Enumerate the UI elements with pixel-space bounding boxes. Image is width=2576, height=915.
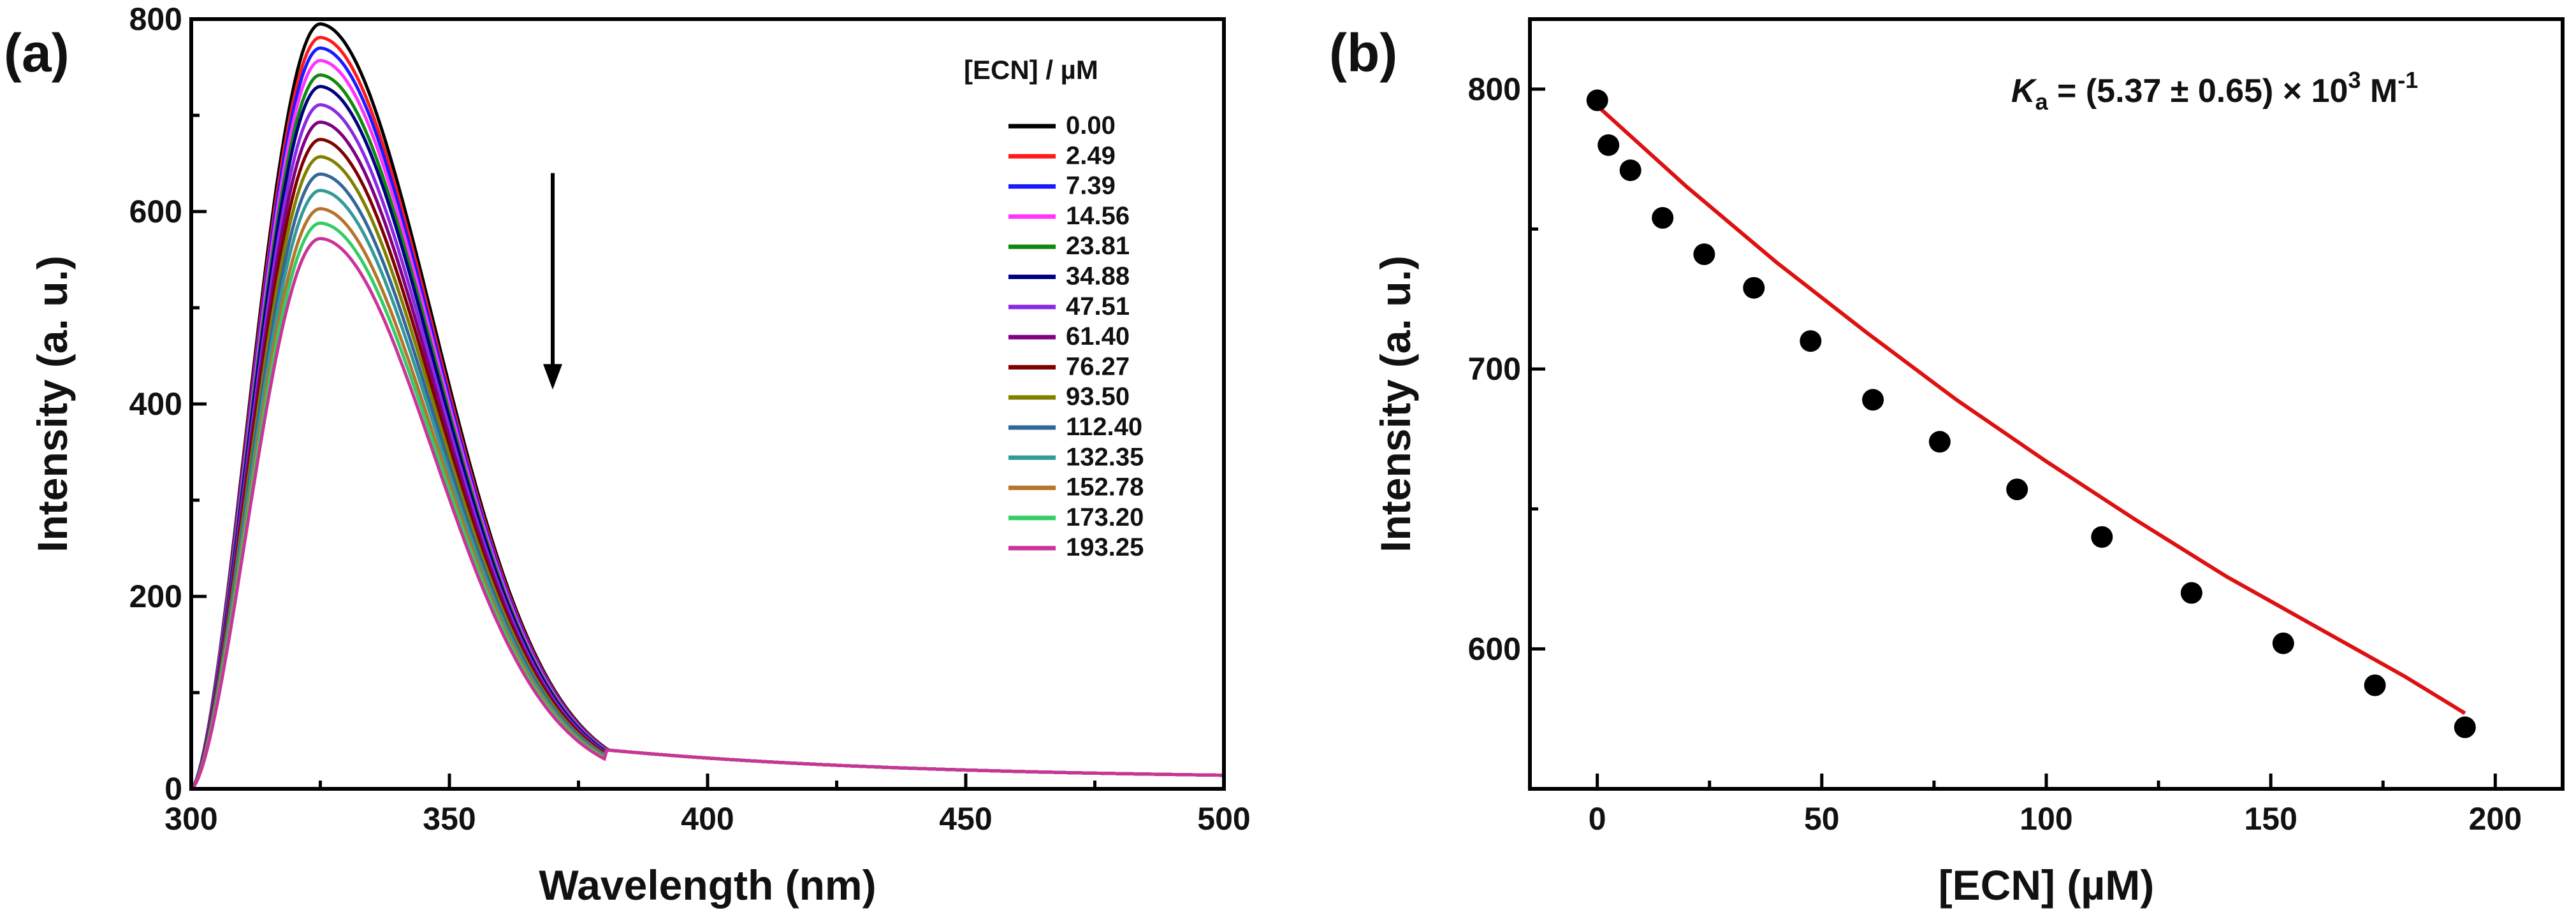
x-tick-label-a: 500 (1197, 801, 1250, 837)
x-tick-label-a: 400 (681, 801, 734, 837)
legend-entry: 2.49 (1066, 141, 1116, 169)
legend-entry: 132.35 (1066, 443, 1144, 471)
data-point (1652, 206, 1674, 229)
x-tick-label-b: 50 (1804, 801, 1840, 837)
legend-title: [ECN] / µM (964, 55, 1098, 85)
data-point (2180, 582, 2202, 604)
data-point (1800, 330, 1822, 352)
panel-a-label: (a) (4, 23, 69, 83)
panel-b-chart: 0 50 100 150 200 600 700 800 Ka = (5.37 ± 0.65)… (1372, 17, 2565, 909)
data-point (2091, 526, 2113, 548)
y-tick-label-a: 600 (129, 194, 182, 229)
data-point (1693, 243, 1715, 265)
x-axis-title-a: Wavelength (nm) (539, 861, 876, 909)
data-point (1597, 134, 1620, 156)
x-tick-label-a: 450 (939, 801, 992, 837)
ka-symbol: K (2011, 73, 2037, 110)
data-point (2364, 674, 2386, 696)
x-tick-label-a: 300 (164, 801, 217, 837)
legend-entry: 61.40 (1066, 322, 1130, 350)
spectra-curves (190, 22, 1224, 790)
data-point (2454, 716, 2476, 738)
data-point (1862, 389, 1884, 411)
x-tick-label-b: 100 (2019, 801, 2072, 837)
legend-entry: 93.50 (1066, 383, 1130, 411)
x-tick-label-a: 350 (423, 801, 476, 837)
panel-b-axes-frame (1528, 17, 2565, 791)
legend-entry: 193.25 (1066, 533, 1144, 561)
ka-subscript: a (2035, 89, 2049, 115)
spectrum-line (190, 236, 1224, 790)
legend-entry: 14.56 (1066, 202, 1130, 230)
data-point (2006, 479, 2028, 500)
legend-entry: 7.39 (1066, 172, 1116, 200)
legend-entry: 112.40 (1066, 413, 1142, 441)
ka-unit: M (2361, 73, 2398, 110)
x-axis-title-b: [ECN] (µM) (1939, 861, 2155, 909)
panel-b-label: (b) (1329, 23, 1397, 83)
x-tick-label-b: 150 (2244, 801, 2297, 837)
y-tick-label-a: 200 (129, 579, 182, 614)
legend-entry: 34.88 (1066, 263, 1130, 291)
data-point (1743, 277, 1765, 299)
ka-annotation: Ka = (5.37 ± 0.65) × 103 M-1 (2011, 67, 2418, 115)
legend-entry: 76.27 (1066, 352, 1130, 380)
legend-entry: 47.51 (1066, 292, 1130, 321)
x-tick-label-b: 200 (2469, 801, 2522, 837)
y-tick-label-b: 600 (1468, 631, 1521, 666)
ka-unit-superscript: -1 (2398, 67, 2418, 93)
legend-entry: 173.20 (1066, 503, 1144, 531)
fit-curve (1596, 104, 2466, 715)
data-point (1619, 159, 1641, 182)
ka-value: = (5.37 ± 0.65) × 10 (2048, 73, 2348, 110)
arrow-head (543, 364, 562, 390)
y-tick-label-b: 700 (1468, 351, 1521, 387)
fit-line (1596, 104, 2466, 715)
legend-entry: 152.78 (1066, 473, 1144, 501)
panel-b-ticks: 0 50 100 150 200 600 700 800 (1468, 71, 2522, 837)
y-tick-label-b: 800 (1468, 71, 1521, 107)
y-axis-title-a: Intensity (a. u.) (29, 256, 76, 552)
legend-entry: 23.81 (1066, 232, 1130, 260)
ka-superscript: 3 (2348, 67, 2361, 93)
y-tick-label-a: 800 (129, 1, 182, 37)
data-point (2272, 632, 2294, 654)
y-axis-title-b: Intensity (a. u.) (1372, 256, 1419, 552)
data-point (1586, 89, 1608, 112)
y-tick-label-a: 0 (164, 771, 182, 807)
panel-a-ticks: 300 350 400 450 500 0 200 400 600 800 (129, 1, 1251, 837)
data-points (1586, 89, 2476, 738)
y-tick-label-a: 400 (129, 386, 182, 422)
data-point (1928, 431, 1951, 453)
x-tick-label-b: 0 (1589, 801, 1606, 837)
panel-a-chart: 300 350 400 450 500 0 200 400 600 800 [ECN] / µM … (29, 1, 1251, 909)
legend-entry: 0.00 (1066, 112, 1116, 140)
intensity-decrease-arrow-icon (543, 173, 562, 390)
